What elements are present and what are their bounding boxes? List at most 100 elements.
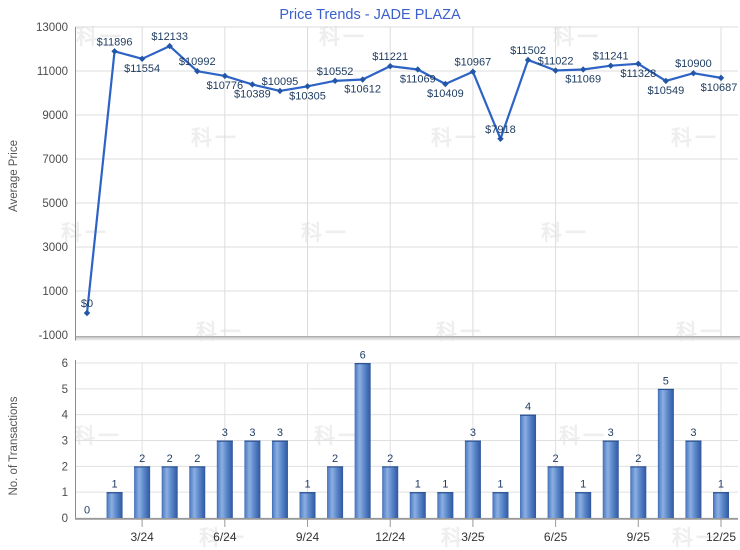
transaction-bar[interactable] [492, 492, 509, 518]
watermark-text: 科一 [559, 425, 607, 448]
price-point[interactable] [414, 66, 421, 73]
price-point[interactable] [690, 70, 697, 77]
transaction-bar[interactable] [134, 466, 151, 518]
watermark-text: 科一 [553, 26, 601, 49]
price-point-label: $10552 [317, 66, 354, 78]
price-point[interactable] [304, 83, 311, 90]
price-point[interactable] [469, 68, 477, 75]
watermark-text: 科一 [441, 527, 489, 550]
price-chart-baseline [75, 336, 740, 341]
transaction-bar[interactable] [657, 388, 674, 518]
transaction-count-label: 1 [580, 479, 586, 491]
transaction-bar[interactable] [630, 466, 647, 518]
transaction-count-label: 2 [139, 453, 145, 465]
price-point[interactable] [662, 77, 670, 85]
price-point[interactable] [387, 62, 394, 70]
transaction-bar[interactable] [327, 466, 344, 518]
transaction-bar[interactable] [271, 440, 288, 519]
transaction-count-label: 2 [194, 453, 200, 465]
transaction-count-label: 3 [470, 427, 476, 439]
transaction-count-label: 3 [690, 427, 696, 439]
price-axis-tick-label: 3000 [42, 242, 68, 254]
price-point[interactable] [249, 81, 256, 88]
price-point[interactable] [194, 67, 201, 75]
transaction-bar[interactable] [464, 440, 481, 519]
price-point[interactable] [524, 56, 532, 64]
price-point[interactable] [83, 309, 91, 317]
transaction-bar[interactable] [547, 466, 564, 518]
price-point-label: $11896 [97, 36, 133, 48]
price-point[interactable] [138, 55, 146, 63]
transaction-bar[interactable] [382, 466, 399, 518]
watermark-text: 科一 [671, 127, 719, 150]
transaction-bar[interactable] [712, 492, 729, 518]
y-axis-title-transactions: No. of Transactions [8, 396, 20, 496]
price-axis-tick-label: 9000 [42, 110, 68, 122]
price-point[interactable] [579, 66, 587, 73]
price-point-label: $11069 [565, 73, 601, 85]
price-point-label: $10687 [701, 82, 738, 94]
transaction-count-label: 2 [553, 453, 559, 465]
transaction-count-label: 1 [112, 479, 118, 491]
price-point[interactable] [717, 74, 725, 82]
price-point[interactable] [276, 87, 284, 95]
transactions-axis-tick-label: 1 [62, 487, 68, 499]
transaction-bar[interactable] [520, 414, 537, 518]
transaction-bar[interactable] [602, 440, 619, 519]
price-axis-tick-label: 1000 [42, 286, 68, 298]
transactions-axis-tick-label: 2 [62, 461, 68, 473]
date-tick-label: 6/24 [213, 530, 237, 544]
price-axis-tick-label: 7000 [42, 154, 68, 166]
transaction-bar[interactable] [161, 466, 178, 518]
transaction-bar[interactable] [409, 492, 426, 518]
price-point[interactable] [359, 76, 366, 83]
price-point[interactable] [166, 42, 173, 50]
transaction-count-label: 6 [360, 350, 366, 362]
transaction-bar[interactable] [106, 492, 123, 518]
transaction-bar[interactable] [299, 492, 316, 518]
price-point-label: $11221 [372, 51, 408, 63]
price-point-label: $11502 [510, 45, 546, 57]
price-point[interactable] [497, 135, 504, 143]
price-point[interactable] [221, 72, 229, 80]
watermark-text: 科一 [672, 527, 720, 550]
price-point-label: $11069 [400, 73, 436, 85]
transaction-count-label: 1 [304, 479, 310, 491]
price-axis-tick-label: -1000 [39, 330, 68, 342]
transaction-bar[interactable] [354, 363, 371, 518]
date-tick-label: 12/25 [706, 530, 736, 544]
price-point-label: $10967 [455, 57, 492, 69]
price-point-label: $7918 [485, 124, 516, 136]
price-point[interactable] [442, 80, 449, 88]
price-point-label: $10389 [234, 88, 271, 100]
chart-title: Price Trends - JADE PLAZA [279, 7, 461, 23]
price-point[interactable] [635, 60, 642, 67]
price-point-label: $10095 [262, 76, 299, 88]
transaction-count-label: 2 [332, 453, 338, 465]
price-point[interactable] [607, 62, 614, 69]
price-axis-tick-label: 5000 [42, 198, 68, 210]
price-point-label: $11241 [593, 51, 629, 63]
price-trend-line [85, 44, 722, 314]
price-point[interactable] [111, 48, 118, 55]
price-point[interactable] [331, 77, 339, 85]
transaction-bar[interactable] [189, 466, 206, 518]
price-point-label: $11328 [620, 68, 656, 80]
watermark-text: 科一 [74, 425, 122, 448]
transaction-count-label: 3 [277, 427, 283, 439]
transaction-bar[interactable] [244, 440, 261, 519]
transaction-bar[interactable] [437, 492, 454, 518]
price-point-label: $10549 [648, 85, 685, 97]
transaction-bar[interactable] [685, 440, 702, 519]
transaction-bar[interactable] [216, 440, 233, 519]
price-axis-tick-label: 13000 [36, 22, 68, 34]
price-point-label: $10409 [427, 88, 464, 100]
price-point-label: $10305 [289, 90, 326, 102]
price-point[interactable] [552, 67, 559, 74]
transaction-bar[interactable] [575, 492, 592, 518]
transactions-axis-tick-label: 5 [62, 384, 68, 396]
date-tick-label: 9/25 [627, 530, 651, 544]
date-tick-label: 12/24 [375, 530, 405, 544]
price-point-label: $12133 [151, 31, 188, 43]
